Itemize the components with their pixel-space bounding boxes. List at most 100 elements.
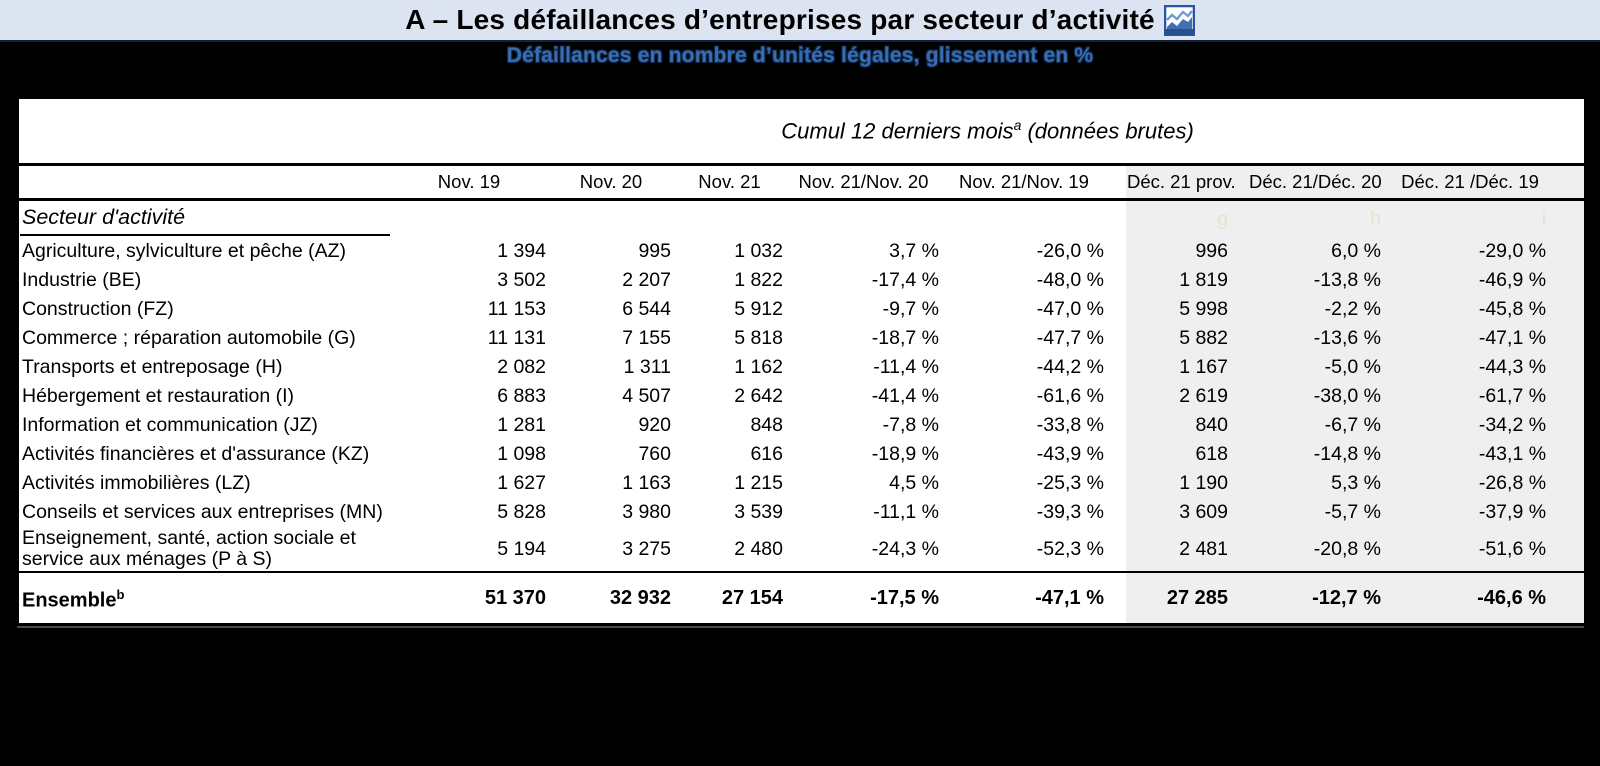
value-cell: -7,8 % — [882, 414, 939, 436]
value-cell: -43,9 % — [1036, 443, 1104, 465]
value-cell: 3 980 — [622, 501, 671, 523]
value-cell: 1 167 — [1179, 356, 1228, 378]
sector-label: Commerce ; réparation automobile (G) — [22, 327, 356, 349]
value-cell: -13,8 % — [1313, 269, 1381, 291]
total-label: Ensemble — [22, 589, 117, 612]
total-value-cell: -12,7 % — [1248, 571, 1393, 625]
column-letter-h: h — [1370, 207, 1381, 230]
value-cell: -2,2 % — [1324, 298, 1381, 320]
value-cell: -26,8 % — [1478, 472, 1547, 494]
table-row: Industrie (BE) 3 502 2 207 1 822 -17,4 % -48,… — [18, 266, 1585, 295]
value-cell: 6 544 — [622, 298, 671, 320]
value-cell: 5 818 — [734, 327, 783, 349]
table-row: Information et communication (JZ) 1 281 92… — [18, 411, 1585, 440]
sector-label: Industrie (BE) — [22, 269, 142, 291]
total-value-cell: -47,1 % — [943, 571, 1126, 625]
value-cell: 2 619 — [1179, 385, 1228, 407]
value-cell: 996 — [1195, 240, 1228, 262]
sector-label: Agriculture, sylviculture et pêche (AZ) — [22, 240, 347, 262]
value-cell: -61,7 % — [1478, 385, 1547, 407]
total-value-cell: -46,6 % — [1393, 571, 1586, 625]
value-cell: -18,9 % — [871, 443, 939, 465]
sector-label: Activités financières et d'assurance (KZ… — [22, 443, 370, 465]
section-label: Secteur d'activité — [20, 203, 390, 236]
value-cell: 6 883 — [497, 385, 546, 407]
value-cell: 760 — [638, 443, 671, 465]
table-row: Activités immobilières (LZ) 1 627 1 163 1 2… — [18, 469, 1585, 498]
value-cell: 1 627 — [497, 472, 546, 494]
value-cell: 11 131 — [487, 327, 546, 349]
col-header-nov19: Nov. 19 — [391, 164, 550, 201]
footnote-b-marker: b — [116, 587, 125, 603]
value-cell: 1 215 — [734, 472, 783, 494]
value-cell: -13,6 % — [1313, 327, 1381, 349]
value-cell: 2 207 — [622, 269, 671, 291]
failures-table: Cumul 12 derniers moisa (données brutes)… — [17, 97, 1587, 626]
value-cell: -41,4 % — [871, 385, 939, 407]
value-cell: -51,6 % — [1478, 537, 1547, 560]
total-value-cell: 32 932 — [550, 571, 675, 625]
sector-label: Information et communication (JZ) — [22, 414, 318, 436]
sector-label: Transports et entreposage (H) — [22, 356, 283, 378]
col-header-dec21-prov: Déc. 21 prov. — [1126, 164, 1248, 201]
value-cell: 5,3 % — [1331, 472, 1381, 494]
total-value-cell: 51 370 — [391, 571, 550, 625]
column-letter-i: i — [1541, 207, 1547, 230]
value-cell: 2 480 — [734, 537, 783, 560]
page-subtitle: Défaillances en nombre d’unités légales,… — [506, 44, 1094, 67]
value-cell: 3,7 % — [889, 240, 939, 262]
value-cell: -6,7 % — [1324, 414, 1381, 436]
col-header-nov20: Nov. 20 — [550, 164, 675, 201]
value-cell: 5 998 — [1179, 298, 1228, 320]
value-cell: -43,1 % — [1478, 443, 1547, 465]
value-cell: -37,9 % — [1478, 501, 1547, 523]
value-cell: 848 — [750, 414, 783, 436]
value-cell: -33,8 % — [1036, 414, 1104, 436]
title-band: A – Les défaillances d’entreprises par s… — [0, 0, 1600, 42]
col-header-dec21-dec20: Déc. 21/Déc. 20 — [1248, 164, 1393, 201]
value-cell: 2 642 — [734, 385, 783, 407]
group-header-row: Cumul 12 derniers moisa (données brutes) — [18, 98, 1586, 166]
value-cell: -20,8 % — [1313, 537, 1381, 560]
value-cell: -48,0 % — [1036, 269, 1104, 291]
column-header-row: Nov. 19 Nov. 20 Nov. 21 Nov. 21/Nov. 20 … — [18, 164, 1586, 201]
col-header-nov21: Nov. 21 — [675, 164, 787, 201]
value-cell: 5 194 — [497, 537, 546, 560]
value-cell: 1 163 — [622, 472, 671, 494]
table-row: Activités financières et d'assurance (KZ… — [18, 440, 1585, 469]
value-cell: 2 082 — [497, 356, 546, 378]
group-header-suffix: (données brutes) — [1021, 118, 1194, 144]
line-chart-icon — [1163, 5, 1195, 36]
value-cell: -25,3 % — [1036, 472, 1104, 494]
value-cell: -14,8 % — [1313, 443, 1381, 465]
value-cell: 6,0 % — [1331, 240, 1381, 262]
value-cell: -52,3 % — [1036, 537, 1104, 560]
value-cell: 4,5 % — [889, 472, 939, 494]
value-cell: 1 822 — [734, 269, 783, 291]
value-cell: -26,0 % — [1036, 240, 1104, 262]
value-cell: -9,7 % — [882, 298, 939, 320]
page-title: A – Les défaillances d’entreprises par s… — [405, 4, 1155, 35]
value-cell: 7 155 — [622, 327, 671, 349]
value-cell: -34,2 % — [1478, 414, 1547, 436]
value-cell: -18,7 % — [871, 327, 939, 349]
empty-cell — [787, 200, 943, 238]
footnote-a-marker: a — [1013, 117, 1022, 134]
value-cell: 1 281 — [497, 414, 546, 436]
value-cell: 5 882 — [1179, 327, 1228, 349]
corner-cell — [18, 98, 391, 166]
value-cell: -38,0 % — [1313, 385, 1381, 407]
table-row: Agriculture, sylviculture et pêche (AZ) 1… — [18, 237, 1585, 266]
value-cell: 11 153 — [487, 298, 546, 320]
empty-cell — [675, 200, 787, 238]
section-label-cell: Secteur d'activité — [18, 200, 391, 238]
value-cell: 4 507 — [622, 385, 671, 407]
table-row: Transports et entreposage (H) 2 082 1 311 1… — [18, 353, 1585, 382]
value-cell: -46,9 % — [1478, 269, 1547, 291]
table-row: Construction (FZ) 11 153 6 544 5 912 -9,7 % -… — [18, 295, 1585, 324]
value-cell: 618 — [1195, 443, 1228, 465]
value-cell: 1 032 — [734, 240, 783, 262]
value-cell: -47,0 % — [1036, 298, 1104, 320]
table-row: Conseils et services aux entreprises (MN… — [18, 498, 1585, 527]
sector-label: Hébergement et restauration (I) — [22, 385, 295, 407]
